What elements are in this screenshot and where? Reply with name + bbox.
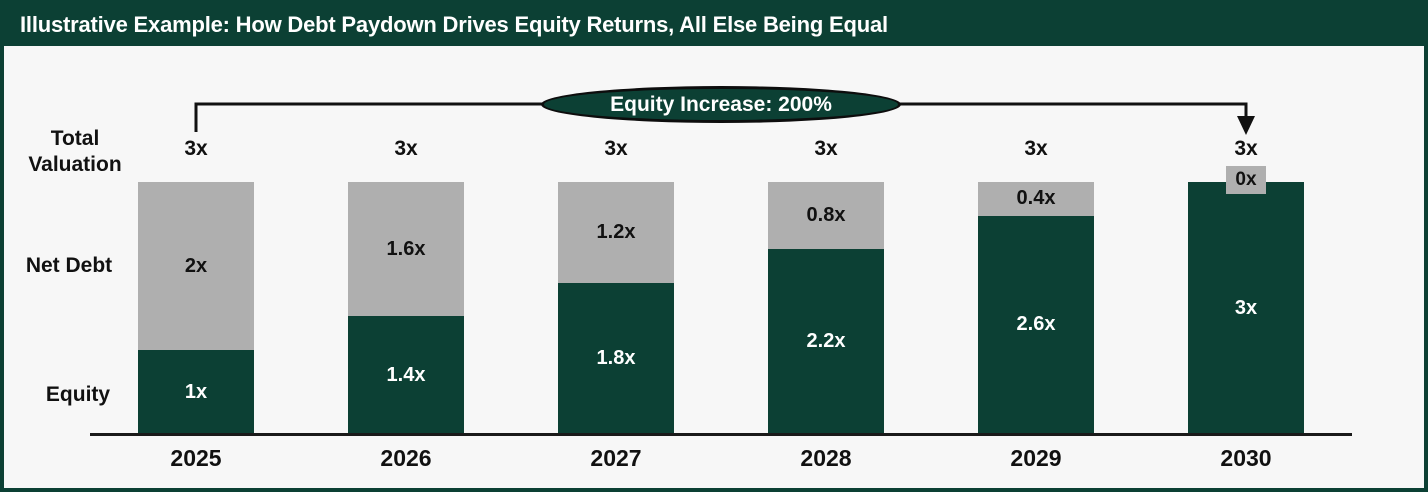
year-label-2025: 2025 xyxy=(170,444,222,471)
net-debt-segment-2028: 0.8x xyxy=(768,182,884,250)
equity-segment-2027: 1.8x xyxy=(558,282,674,434)
total-label-2028: 3x xyxy=(814,137,838,160)
net-debt-zero-chip-2030: 0x xyxy=(1226,166,1266,194)
net-debt-segment-2029: 0.4x xyxy=(978,182,1094,216)
axis-label-net-debt: Net Debt xyxy=(25,254,113,277)
chart-title: Illustrative Example: How Debt Paydown D… xyxy=(20,12,888,37)
chart-area: Equity Increase: 200% Total Valuation Ne… xyxy=(4,4,1424,488)
net-debt-segment-2027: 1.2x xyxy=(558,182,674,283)
x-axis-line xyxy=(90,433,1352,436)
axis-label-total-line1: Total xyxy=(50,127,100,150)
total-label-2025: 3x xyxy=(184,137,208,160)
axis-label-total-valuation: Total Valuation xyxy=(16,126,134,178)
equity-segment-2029: 2.6x xyxy=(978,215,1094,434)
net-debt-segment-2026: 1.6x xyxy=(348,182,464,317)
axis-label-total-line2: Valuation xyxy=(28,153,122,176)
axis-label-equity: Equity xyxy=(45,383,111,406)
title-bar: Illustrative Example: How Debt Paydown D… xyxy=(4,4,1424,46)
total-label-2026: 3x xyxy=(394,137,418,160)
total-label-2030: 3x xyxy=(1234,137,1258,160)
equity-increase-badge: Equity Increase: 200% xyxy=(541,86,901,123)
equity-segment-2030: 3x xyxy=(1188,182,1304,434)
year-label-2030: 2030 xyxy=(1220,444,1272,471)
year-label-2028: 2028 xyxy=(800,444,852,471)
net-debt-segment-2025: 2x xyxy=(138,182,254,350)
equity-segment-2028: 2.2x xyxy=(768,249,884,434)
year-label-2029: 2029 xyxy=(1010,444,1062,471)
equity-segment-2025: 1x xyxy=(138,350,254,434)
total-label-2029: 3x xyxy=(1024,137,1048,160)
equity-segment-2026: 1.4x xyxy=(348,316,464,434)
year-label-2026: 2026 xyxy=(380,444,432,471)
equity-increase-label: Equity Increase: 200% xyxy=(610,92,832,116)
total-label-2027: 3x xyxy=(604,137,628,160)
year-label-2027: 2027 xyxy=(590,444,642,471)
